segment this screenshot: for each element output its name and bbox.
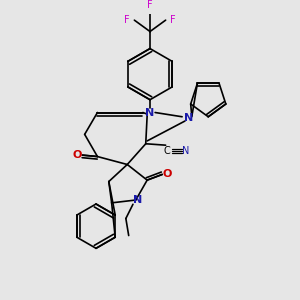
Text: O: O: [162, 169, 172, 179]
Text: O: O: [73, 150, 82, 160]
Text: C: C: [164, 146, 170, 156]
Text: F: F: [170, 15, 176, 25]
Text: N: N: [133, 195, 142, 205]
Text: F: F: [124, 15, 130, 25]
Text: N: N: [182, 146, 190, 156]
Text: F: F: [147, 0, 153, 10]
Text: N: N: [184, 113, 193, 123]
Text: N: N: [146, 107, 154, 118]
